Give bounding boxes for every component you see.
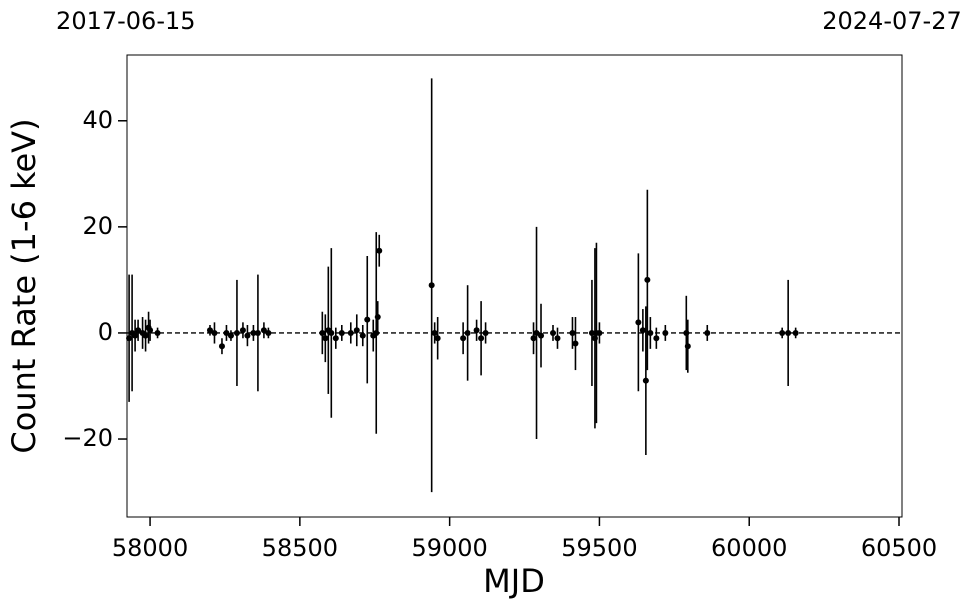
data-point	[353, 327, 360, 334]
data-point	[588, 329, 595, 336]
data-point	[431, 329, 438, 336]
data-point	[126, 335, 133, 342]
data-point	[683, 329, 690, 336]
data-point	[572, 340, 579, 347]
data-point	[154, 329, 161, 336]
top-date-label: 2017-06-15	[56, 7, 195, 35]
data-point	[684, 343, 691, 350]
data-point	[704, 329, 711, 336]
data-point	[332, 335, 339, 342]
data-point	[359, 332, 366, 339]
data-point	[530, 335, 537, 342]
data-point	[376, 247, 383, 254]
data-point	[549, 329, 556, 336]
data-point	[635, 319, 642, 326]
data-point	[147, 327, 154, 334]
data-point	[792, 329, 799, 336]
data-point	[779, 329, 786, 336]
data-point	[265, 329, 272, 336]
data-point	[478, 335, 485, 342]
y-tick-label: −20	[62, 424, 113, 452]
data-point	[223, 329, 230, 336]
data-point	[142, 332, 149, 339]
data-point	[374, 314, 381, 321]
data-point	[373, 329, 380, 336]
data-point	[473, 327, 480, 334]
data-point	[591, 335, 598, 342]
data-point	[639, 327, 646, 334]
data-point	[338, 329, 345, 336]
y-tick-label: 20	[82, 212, 113, 240]
data-point	[319, 329, 326, 336]
x-tick-label: 58500	[262, 534, 338, 562]
x-tick-label: 59500	[561, 534, 637, 562]
data-point	[233, 329, 240, 336]
plot-frame	[126, 54, 903, 518]
data-point	[428, 282, 435, 289]
data-point	[554, 335, 561, 342]
data-point	[227, 332, 234, 339]
data-point	[132, 332, 139, 339]
y-axis-label: Count Rate (1-6 keV)	[5, 118, 43, 453]
x-tick-label: 60500	[861, 534, 937, 562]
x-axis-label: MJD	[483, 562, 545, 600]
data-point	[569, 329, 576, 336]
data-point	[647, 329, 654, 336]
data-point	[464, 329, 471, 336]
data-point	[644, 276, 651, 283]
x-tick-label: 60000	[711, 534, 787, 562]
data-point	[642, 377, 649, 384]
data-point	[434, 335, 441, 342]
data-point	[254, 329, 261, 336]
data-point	[211, 329, 218, 336]
y-tick-label: 0	[98, 318, 113, 346]
data-point	[785, 329, 792, 336]
data-point	[135, 327, 142, 334]
top-date-label: 2024-07-27	[822, 7, 961, 35]
data-point	[347, 329, 354, 336]
data-point	[364, 316, 371, 323]
data-point	[260, 327, 267, 334]
data-point	[250, 329, 257, 336]
data-point	[653, 335, 660, 342]
data-point	[322, 335, 329, 342]
y-tick-label: 40	[82, 106, 113, 134]
data-point	[206, 327, 213, 334]
data-point	[533, 329, 540, 336]
data-point	[218, 343, 225, 350]
data-point	[662, 329, 669, 336]
data-point	[244, 332, 251, 339]
data-point	[482, 329, 489, 336]
x-tick-label: 58000	[112, 534, 188, 562]
data-point	[239, 327, 246, 334]
data-point	[460, 335, 467, 342]
x-tick-label: 59000	[411, 534, 487, 562]
data-point	[596, 329, 603, 336]
data-point	[328, 329, 335, 336]
data-point	[538, 332, 545, 339]
